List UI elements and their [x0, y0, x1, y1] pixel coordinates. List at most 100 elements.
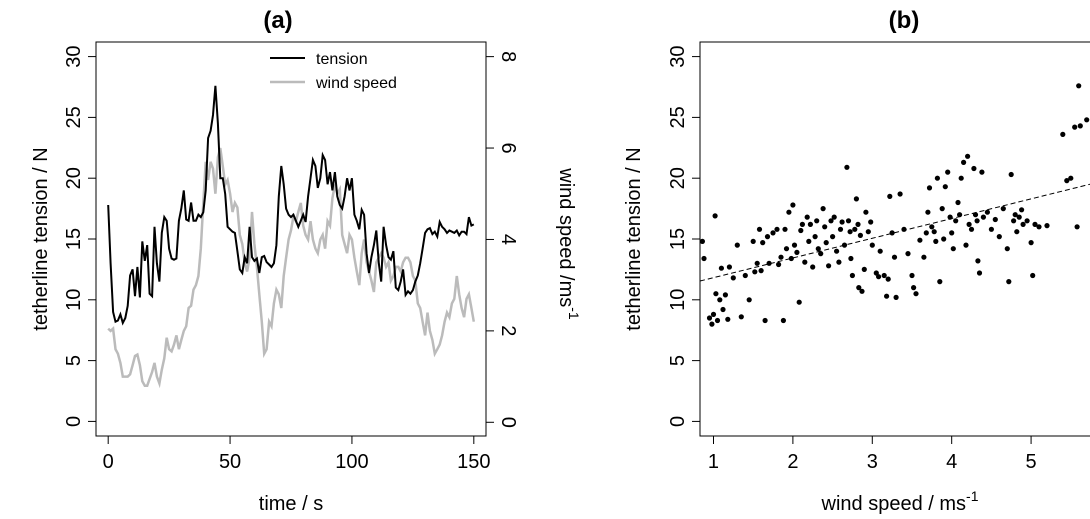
scatter-point [868, 219, 874, 225]
panel-a-y-tick-label: 10 [63, 289, 85, 311]
scatter-point [783, 246, 790, 252]
panel-a-y2-axis-label-text: wind speed /ms [555, 167, 577, 307]
scatter-point [1012, 212, 1018, 218]
scatter-point [887, 193, 893, 199]
scatter-point [712, 213, 718, 219]
scatter-point [1006, 279, 1012, 285]
scatter-point [889, 230, 895, 236]
panel-a-title: (a) [263, 7, 292, 34]
scatter-point [722, 292, 729, 298]
scatter-point [933, 238, 939, 244]
panel-a-x-tick-label: 0 [103, 451, 114, 473]
scatter-point [897, 191, 903, 197]
scatter-point [996, 234, 1002, 240]
panel-b-y-tick-label: 10 [667, 289, 689, 311]
panel-b-x-tick-label: 2 [787, 451, 798, 473]
panel-a: (a) 0 50 100 150 0 5 10 15 20 25 30 0 2 4 6 8 time / … [30, 7, 582, 515]
scatter-point [988, 226, 995, 232]
panel-b-x-tick-label: 4 [946, 451, 957, 473]
panel-b-y-tick-label: 5 [667, 355, 689, 366]
scatter-point [848, 255, 854, 262]
panel-b-y-tick-label: 0 [667, 416, 689, 427]
scatter-point [841, 242, 848, 248]
tension-series-line [107, 85, 475, 326]
panel-a-y2-axis-label: wind speed /ms-1 [555, 167, 582, 320]
scatter-point [786, 209, 792, 215]
panel-b-y-tick-label: 20 [667, 167, 689, 189]
panel-b-y-axis-label: tetherline tension / N [623, 147, 645, 330]
scatter-point [713, 291, 719, 297]
scatter-point [1004, 246, 1010, 252]
scatter-point [839, 219, 845, 225]
scatter-point [820, 206, 826, 212]
scatter-point [734, 242, 740, 248]
panel-a-y2-tick-label: 6 [497, 142, 519, 153]
scatter-point [949, 230, 955, 236]
scatter-point [1074, 224, 1080, 230]
scatter-point [844, 164, 850, 170]
scatter-point [720, 306, 726, 313]
scatter-point [836, 259, 842, 265]
scatter-point [815, 246, 821, 252]
panel-a-x-tick-label: 150 [457, 451, 490, 473]
panel-b-x-axis: 123456 [708, 436, 1037, 473]
scatter-point [1014, 229, 1020, 235]
panel-b-x-tick-label: 5 [1026, 451, 1037, 473]
panel-a-y-tick-label: 20 [63, 167, 85, 189]
scatter-point [955, 199, 961, 206]
panel-a-y-axis-label: tetherline tension / N [30, 147, 52, 330]
scatter-point [965, 153, 971, 159]
scatter-point [774, 226, 780, 232]
scatter-point [770, 230, 776, 236]
scatter-point [849, 272, 856, 279]
scatter-point [758, 268, 764, 274]
scatter-point [750, 238, 756, 244]
scatter-point [917, 237, 923, 243]
scatter-point [782, 226, 788, 232]
scatter-point [804, 214, 810, 220]
scatter-point [934, 175, 941, 181]
scatter-point [730, 275, 736, 281]
scatter-point [818, 251, 824, 257]
scatter-point [961, 159, 967, 165]
scatter-point [766, 260, 772, 266]
scatter-point [714, 317, 721, 324]
scatter-point [856, 285, 862, 291]
scatter-point [726, 264, 733, 270]
scatter-point [929, 224, 935, 230]
scatter-point [1024, 218, 1030, 224]
scatter-point [1030, 272, 1036, 279]
scatter-point [1020, 221, 1026, 227]
scatter-point [884, 293, 890, 299]
scatter-point [939, 206, 945, 212]
scatter-point [905, 251, 911, 257]
scatter-point [1011, 218, 1017, 224]
panel-a-y2-tick-label: 4 [497, 234, 519, 245]
scatter-point [812, 234, 818, 240]
scatter-point [975, 258, 981, 264]
panel-a-right-y-axis: 0 2 4 6 8 [486, 51, 519, 428]
scatter-point [814, 218, 820, 224]
scatter-point [909, 272, 915, 279]
scatter-point [863, 209, 869, 215]
scatter-point [764, 234, 771, 240]
panel-a-y2-tick-label: 0 [497, 417, 519, 428]
scatter-point [1008, 171, 1014, 178]
panel-b-x-axis-label-text: wind speed / ms [821, 493, 967, 515]
scatter-point [760, 240, 766, 246]
scatter-point [953, 218, 959, 224]
scatter-point [891, 254, 898, 260]
scatter-point [725, 316, 731, 322]
panel-a-y2-tick-label: 2 [497, 325, 519, 336]
panel-a-x-tick-label: 50 [219, 451, 241, 473]
scatter-point [847, 229, 853, 235]
scatter-point [776, 261, 782, 268]
panel-a-x-axis: 0 50 100 150 [103, 436, 491, 473]
scatter-point [1000, 206, 1006, 212]
scatter-point [966, 221, 972, 227]
scatter-point [794, 249, 800, 255]
panel-a-y2-axis-label-exponent: -1 [566, 307, 582, 320]
panel-b-plot-frame [699, 41, 1090, 437]
